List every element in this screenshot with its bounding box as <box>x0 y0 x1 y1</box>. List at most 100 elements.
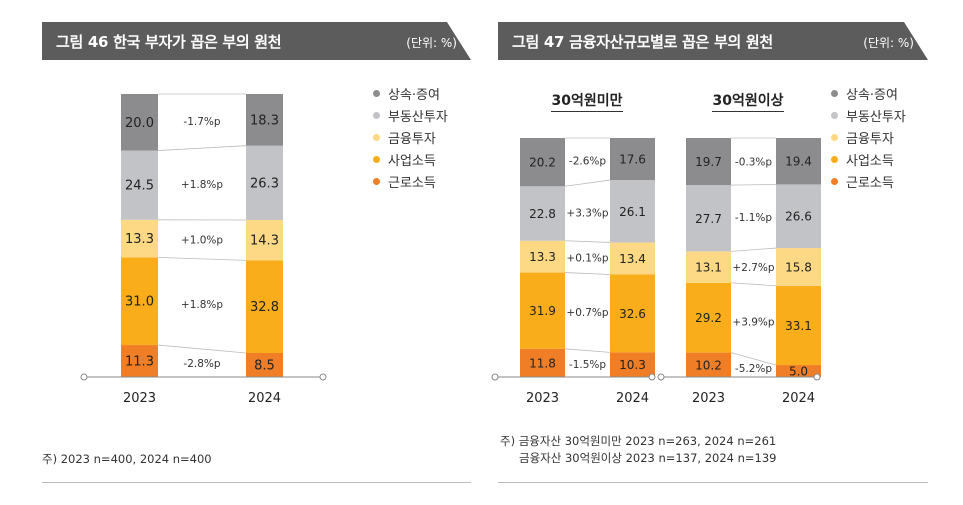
change-label: +3.3%p <box>566 207 608 219</box>
figure-47-header-notch <box>904 22 928 60</box>
legend-swatch <box>831 133 838 141</box>
connector-line <box>564 240 611 243</box>
fig46-legend-item: 금융투자 <box>373 126 448 148</box>
bar-segment <box>610 352 655 377</box>
bar-segment <box>246 260 283 353</box>
legend-figure-47: 상속·증여 부동산투자 금융투자 사업소득 근로소득 <box>831 82 906 192</box>
legend-label: 사업소득 <box>388 153 436 169</box>
figure-46-footnote: 주) 2023 n=400, 2024 n=400 <box>42 452 212 466</box>
fig47-legend-item: 상속·증여 <box>831 82 906 104</box>
bar-segment <box>686 282 731 353</box>
bar-value-label: 11.3 <box>125 355 154 370</box>
bar-value-label: 29.2 <box>695 311 722 325</box>
bar-value-label: 19.4 <box>785 155 812 169</box>
bar-segment <box>610 242 655 275</box>
legend-swatch <box>373 89 380 97</box>
bar-value-label: 33.1 <box>785 319 812 333</box>
legend-swatch <box>831 111 838 119</box>
legend-swatch <box>831 89 838 97</box>
bar-value-label: 10.2 <box>695 358 722 372</box>
fig46-legend-item: 상속·증여 <box>373 82 448 104</box>
bar-segment <box>686 185 731 252</box>
change-label: +2.7%p <box>732 262 774 274</box>
bar-value-label: 18.3 <box>250 113 279 128</box>
fig47-legend-item: 금융투자 <box>831 126 906 148</box>
x-tick-label: 2023 <box>123 391 156 406</box>
bar-value-label: 13.3 <box>125 232 154 247</box>
change-label: +1.0%p <box>181 234 223 246</box>
connector-line <box>157 344 247 354</box>
legend-swatch <box>373 177 380 185</box>
legend-label: 상속·증여 <box>388 87 440 103</box>
connector-line <box>564 348 611 353</box>
bar-segment <box>121 345 158 377</box>
bar-segment <box>610 274 655 353</box>
bar-segment <box>121 94 158 151</box>
change-label: +0.7%p <box>566 307 608 319</box>
change-label: +0.1%p <box>566 253 608 265</box>
bar-value-label: 27.7 <box>695 212 722 226</box>
bar-segment <box>776 138 821 185</box>
legend-swatch <box>373 155 380 163</box>
figure-47-footnote-line1: 주) 금융자산 30억원미만 2023 n=263, 2024 n=261 <box>500 434 777 448</box>
bar-segment <box>520 138 565 187</box>
connector-line <box>157 257 247 261</box>
legend-label: 부동산투자 <box>388 109 448 125</box>
bar-segment <box>686 251 731 283</box>
bar-value-label: 32.6 <box>619 307 646 321</box>
bar-value-label: 31.9 <box>529 304 556 318</box>
legend-label: 사업소득 <box>846 153 894 169</box>
figure-47-header: 그림 47 금융자산규모별로 꼽은 부의 원천 (단위: %) <box>498 22 928 60</box>
bar-segment <box>246 94 283 146</box>
bar-segment <box>121 219 158 258</box>
legend-swatch <box>373 133 380 141</box>
legend-swatch <box>373 111 380 119</box>
x-tick-label: 2023 <box>526 391 559 406</box>
axis-end-marker <box>813 373 821 381</box>
bar-value-label: 13.4 <box>619 252 646 266</box>
bar-segment <box>776 365 821 377</box>
legend-swatch <box>831 177 838 185</box>
change-label: +3.9%p <box>732 317 774 329</box>
bar-segment <box>520 186 565 241</box>
connector-line <box>730 184 777 186</box>
bar-value-label: 19.7 <box>695 155 722 169</box>
bar-segment <box>520 272 565 349</box>
bar-value-label: 11.8 <box>529 356 556 370</box>
axis-end-marker <box>80 373 88 381</box>
bar-segment <box>686 352 731 377</box>
bar-value-label: 10.3 <box>619 358 646 372</box>
axis-end-marker <box>319 373 327 381</box>
fig46-legend-item: 근로소득 <box>373 170 448 192</box>
legend-swatch <box>831 155 838 163</box>
x-tick-label: 2024 <box>248 391 281 406</box>
bar-value-label: 14.3 <box>250 234 279 249</box>
bar-value-label: 17.6 <box>619 153 646 167</box>
figure-47-bottom-rule <box>498 482 928 483</box>
bar-value-label: 24.5 <box>125 179 154 194</box>
bar-segment <box>246 352 283 377</box>
legend-label: 금융투자 <box>846 131 894 147</box>
fig46-legend-item: 사업소득 <box>373 148 448 170</box>
connector-line <box>730 352 777 366</box>
bar-value-label: 26.6 <box>785 210 812 224</box>
fig47-legend-item: 사업소득 <box>831 148 906 170</box>
connector-line <box>564 179 611 187</box>
bar-segment <box>776 248 821 286</box>
legend-label: 근로소득 <box>846 175 894 191</box>
bar-value-label: 31.0 <box>125 295 154 310</box>
legend-label: 근로소득 <box>388 175 436 191</box>
bar-value-label: 13.3 <box>529 250 556 264</box>
legend-label: 상속·증여 <box>846 87 898 103</box>
change-label: +1.8%p <box>181 179 223 191</box>
axis-end-marker <box>648 373 656 381</box>
connector-line <box>730 282 777 287</box>
bar-segment <box>686 138 731 186</box>
legend-label: 금융투자 <box>388 131 436 147</box>
bar-value-label: 20.0 <box>125 116 154 131</box>
connector-line <box>157 145 247 151</box>
bar-segment <box>121 257 158 346</box>
change-label: -1.7%p <box>183 116 220 128</box>
bar-value-label: 5.0 <box>789 365 808 379</box>
